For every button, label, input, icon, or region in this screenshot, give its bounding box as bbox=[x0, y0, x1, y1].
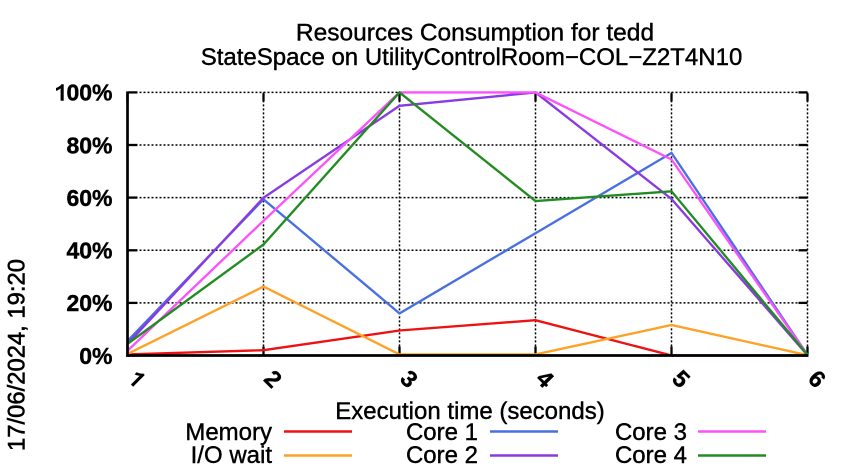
svg-text:Core 2: Core 2 bbox=[406, 442, 478, 469]
svg-text:5: 5 bbox=[667, 365, 695, 393]
svg-text:StateSpace on UtilityControlRo: StateSpace on UtilityControlRoom−COL−Z2T… bbox=[201, 44, 743, 71]
svg-text:00%: 00% bbox=[66, 80, 112, 106]
svg-text:17/06/2024, 19:20: 17/06/2024, 19:20 bbox=[4, 259, 31, 451]
svg-text:0%: 0% bbox=[79, 343, 112, 369]
svg-text:Execution time (seconds): Execution time (seconds) bbox=[335, 398, 604, 425]
svg-text:20%: 20% bbox=[66, 290, 112, 316]
svg-text:6: 6 bbox=[803, 365, 831, 393]
svg-text:40%: 40% bbox=[66, 238, 112, 264]
svg-text:Memory: Memory bbox=[185, 419, 272, 446]
svg-text:Resources Consumption for tedd: Resources Consumption for tedd bbox=[296, 20, 654, 47]
svg-text:60%: 60% bbox=[66, 185, 112, 211]
svg-text:4: 4 bbox=[531, 365, 559, 393]
svg-text:Core 3: Core 3 bbox=[615, 419, 687, 446]
svg-text:3: 3 bbox=[395, 365, 423, 393]
svg-text:I/O wait: I/O wait bbox=[191, 442, 273, 469]
svg-text:Core 4: Core 4 bbox=[615, 442, 687, 469]
svg-text:2: 2 bbox=[259, 365, 287, 393]
svg-text:Core 1: Core 1 bbox=[406, 419, 478, 446]
svg-text:80%: 80% bbox=[66, 132, 112, 158]
